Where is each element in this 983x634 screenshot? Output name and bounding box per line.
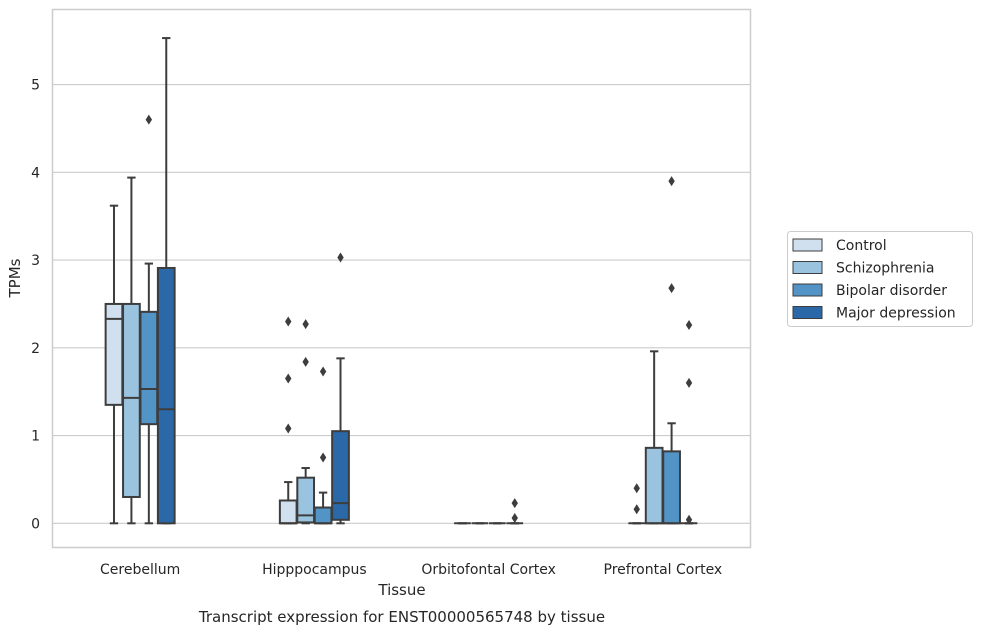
outlier-point: [685, 320, 693, 331]
box: [139, 114, 159, 525]
outlier-point: [511, 498, 518, 509]
y-tick-label: 4: [31, 165, 40, 181]
box: [644, 350, 664, 525]
outlier-point: [285, 373, 292, 384]
box-iqr: [313, 506, 333, 525]
box: [331, 252, 350, 525]
y-tick-labels: 0 1 2 3 4 5: [31, 78, 40, 533]
y-tick-label: 5: [31, 78, 40, 94]
chart-caption: Transcript expression for ENST0000056574…: [198, 608, 605, 626]
outlier-point: [145, 114, 153, 125]
x-tick-label: Prefrontal Cortex: [604, 562, 723, 578]
box: [278, 316, 298, 525]
box-iqr: [644, 446, 664, 525]
outlier-point: [633, 483, 640, 494]
legend-frame: [787, 231, 973, 327]
x-tick-label: Cerebellum: [100, 562, 180, 578]
box-iqr: [296, 476, 316, 524]
outlier-point: [337, 252, 344, 263]
box: [296, 319, 316, 525]
x-tick-label: Orbitofontal Cortex: [421, 562, 556, 578]
box: [628, 483, 646, 525]
box-iqr: [122, 302, 141, 498]
y-axis-title: TPMs: [6, 258, 24, 298]
outlier-point: [285, 423, 292, 434]
outlier-point: [633, 504, 640, 515]
box: [156, 37, 176, 525]
outlier-point: [285, 316, 292, 327]
legend-label: Major depression: [836, 306, 956, 322]
x-axis-title: Tissue: [377, 581, 425, 599]
box-iqr: [331, 430, 350, 521]
box-iqr: [139, 310, 159, 426]
y-tick-label: 3: [31, 253, 40, 269]
series-bipolar-disorder: [139, 114, 681, 525]
series-control: [104, 204, 646, 525]
outlier-point: [668, 176, 675, 187]
outlier-point: [302, 356, 309, 367]
x-tick-labels: Cerebellum Hipppocampus Orbitofontal Corte…: [100, 562, 722, 578]
legend-swatch: [792, 283, 823, 297]
x-tick-label: Hipppocampus: [262, 562, 367, 578]
legend-label: Schizophrenia: [836, 261, 934, 277]
outlier-point: [319, 366, 327, 377]
legend-swatch: [792, 238, 823, 252]
outlier-point: [511, 513, 518, 524]
outlier-point: [685, 377, 693, 388]
box: [506, 498, 524, 525]
y-tick-label: 2: [31, 341, 40, 357]
legend-swatch: [792, 306, 823, 319]
box: [313, 366, 333, 525]
y-tick-label: 0: [31, 516, 40, 532]
series-schizophrenia: [122, 176, 664, 525]
plot-frame: [51, 8, 752, 549]
outlier-point: [302, 319, 309, 330]
box: [662, 176, 681, 525]
legend-swatch: [792, 261, 823, 274]
series-major-depression: [156, 37, 698, 525]
box: [122, 176, 141, 525]
box: [680, 320, 698, 525]
legend-label: Control: [836, 238, 887, 254]
box-iqr: [156, 266, 176, 525]
y-tick-label: 1: [31, 429, 40, 445]
box-iqr: [278, 499, 298, 525]
outlier-point: [319, 452, 327, 463]
outlier-point: [668, 283, 675, 294]
boxes: [104, 37, 698, 525]
outlier-point: [685, 514, 693, 525]
box-iqr: [662, 450, 681, 525]
box: [104, 204, 124, 525]
legend-label: Bipolar disorder: [836, 283, 947, 299]
legend: Control Schizophrenia Bipolar disorder Majo…: [787, 231, 973, 327]
